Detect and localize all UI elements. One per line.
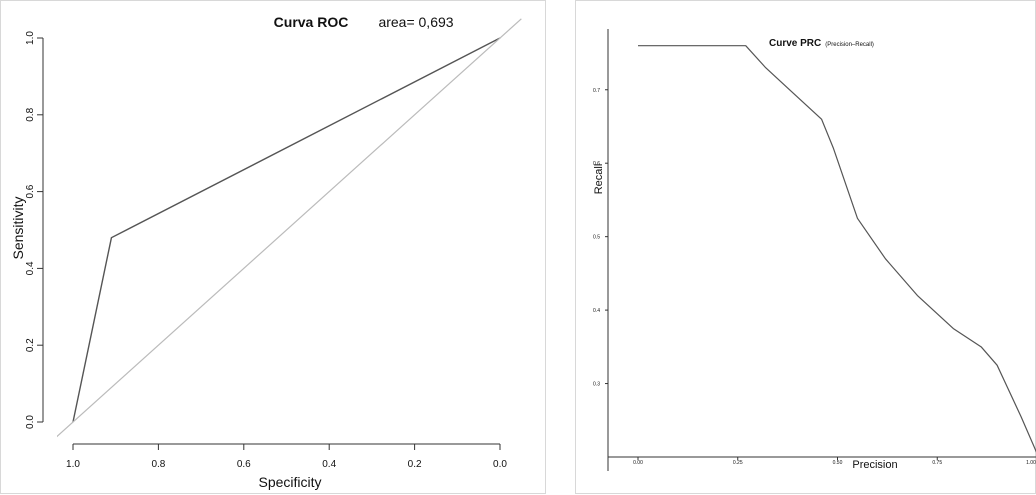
prc-curve-line [638, 45, 1036, 453]
prc-y-tick-label: 0.6 [593, 161, 600, 167]
prc-chart: Curve PRC (Precision–Recall) Precision Re… [593, 29, 1036, 471]
roc-y-axis-label: Sensitivity [10, 196, 26, 259]
roc-title: Curva ROC [274, 14, 349, 30]
prc-y-tick-label: 0.7 [593, 88, 600, 94]
roc-y-tick-label: 0.2 [25, 338, 36, 352]
roc-x-tick-label: 0.2 [408, 459, 422, 470]
prc-x-tick-label: 0.75 [932, 460, 942, 466]
prc-y-tick-label: 0.5 [593, 235, 600, 241]
prc-chart-panel: Curve PRC (Precision–Recall) Precision Re… [575, 0, 1036, 494]
prc-x-tick-label: 0.50 [833, 460, 843, 466]
prc-title-main: Curve PRC [769, 38, 821, 49]
roc-x-tick-label: 0.6 [237, 459, 251, 470]
prc-y-tick-label: 0.4 [593, 308, 600, 314]
prc-y-axis-label: Recall [593, 164, 605, 195]
roc-x-tick-label: 1.0 [66, 459, 80, 470]
roc-chart: Curva ROC area= 0,693 Specificity Sensit… [10, 14, 522, 490]
prc-x-tick-label: 0.00 [633, 460, 643, 466]
roc-y-tick-label: 0.4 [25, 261, 36, 275]
roc-area-annotation: area= 0,693 [378, 14, 453, 30]
roc-y-tick-label: 0.6 [25, 184, 36, 198]
roc-x-axis-label: Specificity [258, 474, 321, 490]
roc-reference-diagonal [57, 18, 522, 438]
prc-x-tick-label: 1.00 [1026, 460, 1036, 466]
roc-x-tick-label: 0.4 [322, 459, 336, 470]
prc-y-tick-label: 0.3 [593, 382, 600, 388]
roc-x-tick-label: 0.0 [493, 459, 507, 470]
roc-chart-panel: Curva ROC area= 0,693 Specificity Sensit… [0, 0, 546, 494]
prc-title-sub: (Precision–Recall) [825, 42, 874, 48]
roc-y-tick-label: 0.8 [25, 107, 36, 121]
roc-x-tick-label: 0.8 [151, 459, 165, 470]
roc-y-tick-label: 1.0 [25, 31, 36, 45]
roc-curve-line [72, 37, 501, 423]
prc-x-axis-label: Precision [852, 459, 897, 471]
prc-x-tick-label: 0.25 [733, 460, 743, 466]
roc-y-tick-label: 0.0 [25, 415, 36, 429]
prc-title: Curve PRC (Precision–Recall) [769, 38, 874, 49]
